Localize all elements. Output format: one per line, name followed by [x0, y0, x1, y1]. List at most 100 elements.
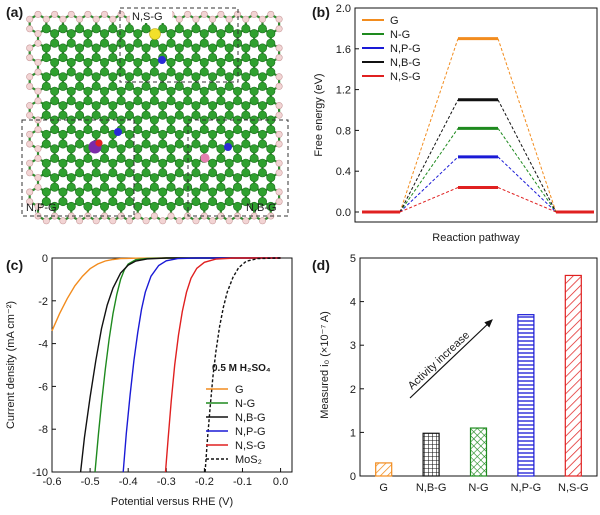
- carbon-atom: [166, 29, 176, 39]
- hydrogen-atom: [67, 10, 75, 18]
- carbon-atom: [149, 96, 159, 106]
- hydrogen-atom: [92, 15, 100, 23]
- carbon-atom: [166, 67, 176, 77]
- carbon-atom: [266, 67, 276, 77]
- carbon-atom: [149, 201, 159, 211]
- d-x-tick-label: G: [379, 482, 388, 494]
- carbon-atom: [58, 43, 68, 53]
- carbon-atom: [191, 43, 201, 53]
- c-y-tick-label: -4: [38, 339, 48, 351]
- nitrogen-atom: [158, 56, 166, 64]
- carbon-atom: [241, 197, 251, 207]
- carbon-atom: [199, 182, 209, 192]
- carbon-atom: [141, 43, 151, 53]
- carbon-atom: [183, 57, 193, 67]
- carbon-atom: [58, 197, 68, 207]
- carbon-atom: [100, 29, 110, 39]
- carbon-atom: [100, 182, 110, 192]
- carbon-atom: [116, 173, 126, 183]
- carbon-atom: [257, 168, 267, 178]
- carbon-atom: [216, 86, 226, 96]
- carbon-atom: [108, 158, 118, 168]
- carbon-atom: [158, 24, 168, 34]
- d-y-tick-label: 4: [350, 297, 356, 309]
- carbon-atom: [141, 101, 151, 111]
- carbon-atom: [199, 57, 209, 67]
- b-connector: [497, 187, 557, 213]
- d-bar: [517, 314, 535, 477]
- carbon-atom: [166, 173, 176, 183]
- carbon-atom: [100, 125, 110, 135]
- carbon-atom: [141, 139, 151, 149]
- carbon-atom: [241, 24, 251, 34]
- carbon-atom: [75, 53, 85, 63]
- carbon-atom: [75, 24, 85, 34]
- carbon-atom: [266, 29, 276, 39]
- carbon-atom: [116, 182, 126, 192]
- carbon-atom: [66, 144, 76, 154]
- sulfur-atom: [149, 28, 161, 40]
- nitrogen-atom: [114, 128, 122, 136]
- panel-label-c: (c): [6, 257, 23, 273]
- carbon-atom: [233, 125, 243, 135]
- carbon-atom: [75, 81, 85, 91]
- carbon-atom: [266, 182, 276, 192]
- carbon-atom: [149, 115, 159, 125]
- carbon-atom: [41, 129, 51, 139]
- carbon-atom: [124, 81, 134, 91]
- carbon-atom: [208, 197, 218, 207]
- carbon-atom: [58, 110, 68, 120]
- region-label-nsg: N,S-G: [132, 11, 163, 23]
- carbon-atom: [41, 110, 51, 120]
- b-y-tick-label: 0.4: [336, 166, 351, 178]
- carbon-atom: [83, 86, 93, 96]
- b-y-tick-label: 1.6: [336, 44, 351, 56]
- carbon-atom: [58, 24, 68, 34]
- carbon-atom: [41, 139, 51, 149]
- b-y-tick-label: 0.0: [336, 207, 351, 219]
- carbon-atom: [91, 168, 101, 178]
- d-y-tick-label: 3: [350, 340, 356, 352]
- hydrogen-atom: [150, 212, 158, 220]
- carbon-atom: [100, 96, 110, 106]
- carbon-atom: [257, 81, 267, 91]
- carbon-atom: [91, 110, 101, 120]
- hydrogen-atom: [192, 217, 200, 225]
- carbon-atom: [166, 125, 176, 135]
- carbon-atom: [241, 129, 251, 139]
- carbon-atom: [249, 96, 259, 106]
- carbon-atom: [249, 38, 259, 48]
- carbon-atom: [266, 201, 276, 211]
- carbon-atom: [149, 57, 159, 67]
- carbon-atom: [58, 101, 68, 111]
- carbon-atom: [241, 81, 251, 91]
- carbon-atom: [91, 129, 101, 139]
- carbon-atom: [75, 158, 85, 168]
- carbon-atom: [208, 43, 218, 53]
- hydrogen-atom: [142, 217, 150, 225]
- b-legend-label: N,B-G: [390, 57, 421, 69]
- carbon-atom: [66, 153, 76, 163]
- b-connector: [497, 156, 557, 213]
- carbon-atom: [58, 139, 68, 149]
- hydrogen-atom: [134, 212, 142, 220]
- carbon-atom: [266, 96, 276, 106]
- hydrogen-atom: [26, 130, 34, 138]
- hydrogen-atom: [59, 15, 67, 23]
- carbon-atom: [241, 101, 251, 111]
- carbon-atom: [257, 53, 267, 63]
- carbon-atom: [66, 96, 76, 106]
- carbon-atom: [100, 67, 110, 77]
- b-connector: [497, 128, 557, 213]
- carbon-atom: [133, 125, 143, 135]
- b-legend-label: G: [390, 15, 399, 27]
- carbon-atom: [41, 72, 51, 82]
- carbon-atom: [124, 110, 134, 120]
- carbon-atom: [108, 53, 118, 63]
- carbon-atom: [75, 187, 85, 197]
- carbon-atom: [116, 67, 126, 77]
- carbon-atom: [116, 38, 126, 48]
- carbon-atom: [50, 125, 60, 135]
- carbon-atom: [158, 139, 168, 149]
- hydrogen-atom: [258, 217, 266, 225]
